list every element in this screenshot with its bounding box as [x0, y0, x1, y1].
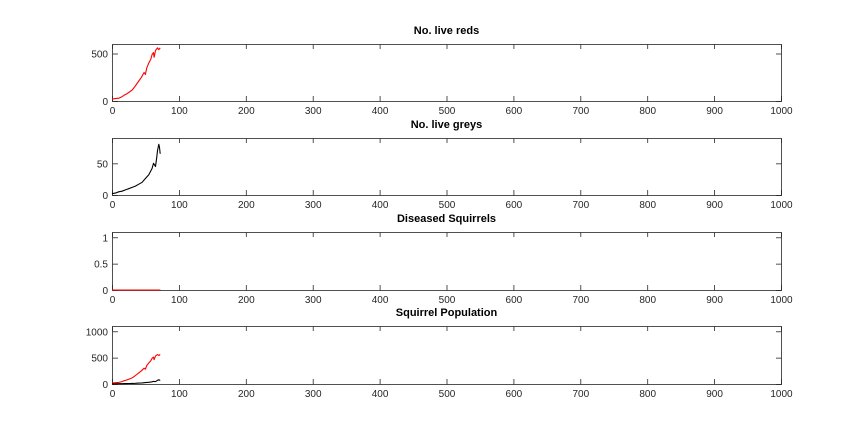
x-tick-label: 900 [706, 389, 723, 400]
x-tick-label: 0 [110, 106, 116, 117]
y-tick-label: 500 [91, 354, 108, 365]
x-tick-label: 100 [171, 295, 188, 306]
subplot-title: Squirrel Population [396, 307, 498, 319]
x-tick-label: 100 [171, 106, 188, 117]
x-tick-label: 500 [439, 389, 456, 400]
series-line-1 [111, 47, 161, 100]
x-tick-label: 1000 [770, 200, 793, 211]
x-tick-label: 1000 [770, 295, 793, 306]
x-tick-label: 600 [506, 106, 523, 117]
y-tick-label: 1000 [86, 327, 109, 338]
x-tick-label: 200 [238, 389, 255, 400]
subplot-title: No. live greys [411, 119, 483, 131]
series-line-1 [111, 353, 161, 384]
x-tick-label: 700 [572, 295, 589, 306]
x-tick-label: 400 [372, 389, 389, 400]
series-line-1 [111, 143, 161, 195]
x-tick-label: 900 [706, 106, 723, 117]
y-tick-label: 50 [97, 159, 109, 170]
y-tick-label: 500 [91, 50, 108, 61]
x-tick-label: 300 [305, 200, 322, 211]
subplot-title: Diseased Squirrels [397, 213, 496, 225]
y-tick-label: 0 [102, 97, 108, 108]
y-tick-label: 0 [102, 380, 108, 391]
x-tick-label: 300 [305, 106, 322, 117]
axes-box [112, 44, 782, 102]
series-line-2 [111, 379, 161, 385]
subplot-4: Squirrel Population 0 100 200 300 400 500 600 70… [86, 307, 793, 400]
axes-box [112, 138, 782, 196]
x-tick-label: 1000 [770, 389, 793, 400]
x-tick-label: 500 [439, 295, 456, 306]
y-tick-label: 1 [102, 233, 108, 244]
x-tick-label: 0 [110, 389, 116, 400]
x-tick-label: 700 [572, 389, 589, 400]
x-tick-label: 600 [506, 295, 523, 306]
x-tick-label: 800 [639, 200, 656, 211]
axes-box [112, 326, 782, 385]
subplot-1: No. live reds 0 100 200 300 400 500 600 700 800 90… [91, 25, 793, 117]
x-tick-label: 0 [110, 200, 116, 211]
x-tick-label: 500 [439, 106, 456, 117]
x-tick-label: 600 [506, 389, 523, 400]
x-tick-label: 800 [639, 295, 656, 306]
x-tick-label: 100 [171, 200, 188, 211]
x-tick-label: 900 [706, 295, 723, 306]
x-tick-label: 400 [372, 200, 389, 211]
x-tick-label: 200 [238, 295, 255, 306]
x-tick-label: 400 [372, 295, 389, 306]
x-tick-label: 100 [171, 389, 188, 400]
subplot-3: Diseased Squirrels 0 100 200 300 400 500 600 700… [94, 213, 793, 306]
axes-box [112, 232, 782, 291]
x-tick-label: 500 [439, 200, 456, 211]
x-tick-label: 400 [372, 106, 389, 117]
x-tick-label: 800 [639, 106, 656, 117]
x-tick-label: 700 [572, 200, 589, 211]
x-tick-label: 300 [305, 389, 322, 400]
x-tick-label: 0 [110, 295, 116, 306]
y-tick-label: 0 [102, 191, 108, 202]
x-tick-label: 900 [706, 200, 723, 211]
x-tick-label: 300 [305, 295, 322, 306]
x-tick-label: 200 [238, 200, 255, 211]
x-tick-label: 600 [506, 200, 523, 211]
y-tick-label: 0 [102, 286, 108, 297]
subplot-title: No. live reds [414, 25, 479, 37]
x-tick-label: 800 [639, 389, 656, 400]
x-tick-label: 1000 [770, 106, 793, 117]
x-tick-label: 200 [238, 106, 255, 117]
y-tick-label: 0.5 [94, 260, 108, 271]
x-tick-label: 700 [572, 106, 589, 117]
